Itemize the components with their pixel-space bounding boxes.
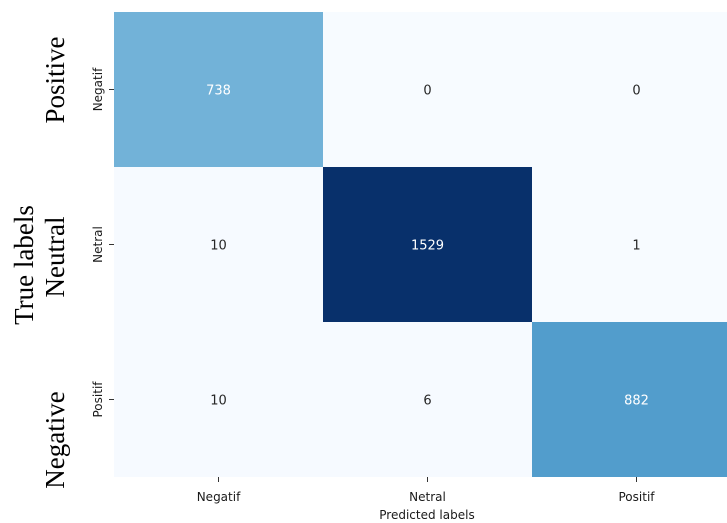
y-tick-label-2: Positif — [91, 381, 105, 418]
cell-value-1-2: 1 — [632, 239, 640, 254]
cell-value-0-1: 0 — [423, 84, 431, 99]
heatmap-cell-0-0 — [114, 12, 323, 167]
x-tick-label-0: Negatif — [197, 490, 241, 504]
cell-value-0-0: 738 — [206, 84, 231, 99]
side-label-row-3: Negative — [40, 391, 70, 488]
cell-value-2-2: 882 — [624, 394, 649, 409]
cell-value-1-0: 10 — [210, 239, 227, 254]
x-tick-label-2: Positif — [619, 490, 656, 504]
cell-value-2-0: 10 — [210, 394, 227, 409]
cell-value-0-2: 0 — [632, 84, 640, 99]
heatmap-cell-1-0 — [114, 167, 323, 322]
heatmap-cell-2-1 — [323, 322, 532, 477]
heatmap-cell-0-2 — [532, 12, 727, 167]
x-axis-title: Predicted labels — [379, 508, 474, 522]
heatmap-cells: 738 0 0 10 1529 1 10 6 882 — [114, 12, 727, 477]
cell-value-2-1: 6 — [423, 394, 431, 409]
y-tick-label-0: Negatif — [91, 67, 105, 111]
cell-value-1-1: 1529 — [411, 239, 444, 254]
side-label-row-1: Positive — [40, 36, 70, 123]
outer-y-axis-label: True labels — [9, 205, 39, 325]
heatmap-cell-2-0 — [114, 322, 323, 477]
axis-ticks: Negatif Netral Positif Negatif Netral Positif — [91, 67, 655, 504]
heatmap-cell-1-2 — [532, 167, 727, 322]
y-tick-label-1: Netral — [91, 226, 105, 263]
heatmap-cell-1-1 — [323, 167, 532, 322]
heatmap-cell-2-2 — [532, 322, 727, 477]
x-tick-label-1: Netral — [409, 490, 446, 504]
side-label-row-2: Neutral — [40, 217, 70, 298]
heatmap-cell-0-1 — [323, 12, 532, 167]
